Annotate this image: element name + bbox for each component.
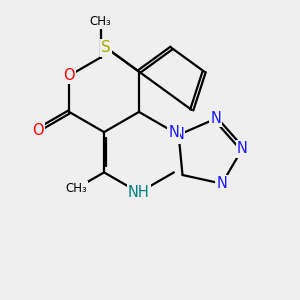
Text: N: N xyxy=(216,176,227,191)
Text: S: S xyxy=(101,40,111,56)
Text: N: N xyxy=(173,128,184,142)
Text: O: O xyxy=(63,68,75,83)
Text: CH₃: CH₃ xyxy=(90,15,111,28)
Text: CH₃: CH₃ xyxy=(65,182,87,195)
Text: O: O xyxy=(32,123,44,138)
Text: N: N xyxy=(169,124,179,140)
Text: NH: NH xyxy=(128,185,150,200)
Text: N: N xyxy=(210,111,221,126)
Text: N: N xyxy=(237,141,248,156)
